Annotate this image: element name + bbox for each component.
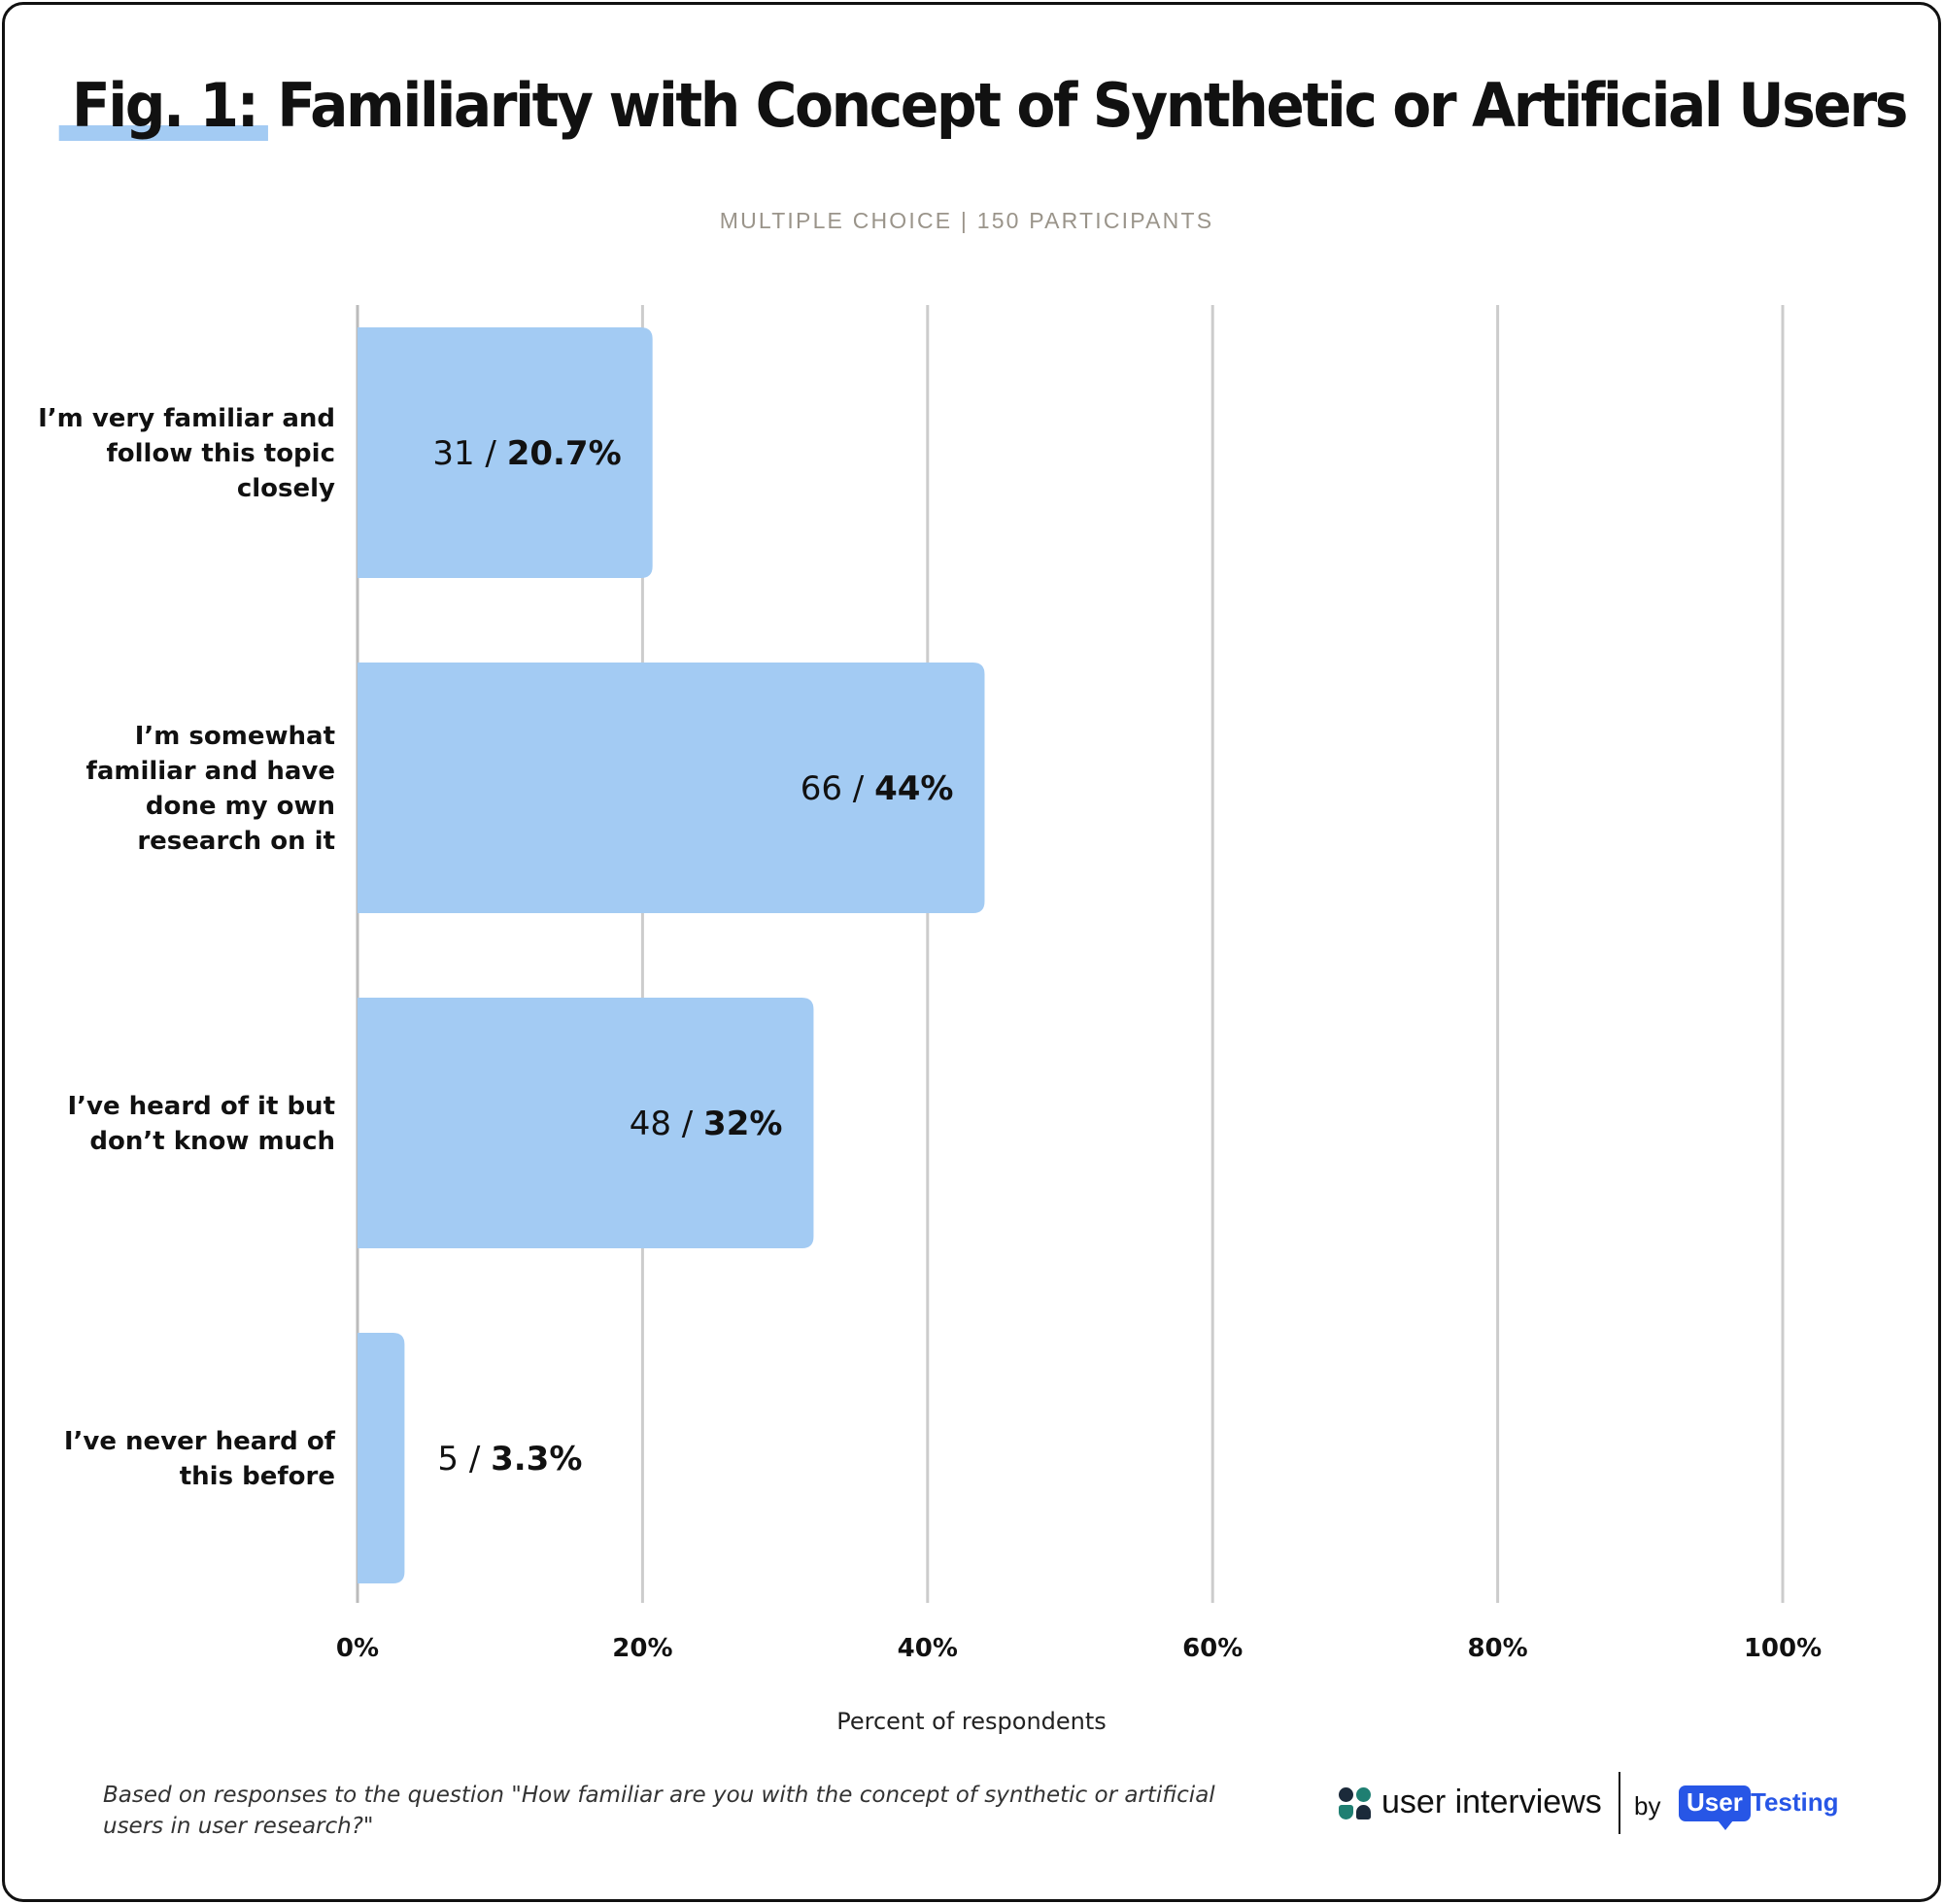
- category-label: I’ve never heard of this before: [64, 1427, 336, 1491]
- title-text: Familiarity with Concept of Synthetic or…: [277, 70, 1908, 141]
- category-label: I’m somewhat familiar and have done my own…: [86, 722, 335, 856]
- bar: [358, 327, 653, 578]
- bar: [358, 1333, 405, 1583]
- x-tick-label: 40%: [898, 1634, 958, 1663]
- bar: [358, 663, 985, 913]
- chart-subtitle: MULTIPLE CHOICE | 150 PARTICIPANTS: [719, 208, 1214, 233]
- figure-number: Fig. 1:: [58, 70, 268, 141]
- category-label: I’m very familiar and follow this topic cl…: [38, 404, 335, 503]
- brand-by-text: by: [1634, 1791, 1661, 1820]
- category-label: I’ve heard of it but don’t know much: [67, 1092, 335, 1156]
- bar-chart: 31 / 20.7% 66 / 44% 48 / 32% 5 / 3.3% I’m v…: [38, 305, 1822, 1663]
- bars: 31 / 20.7% 66 / 44% 48 / 32% 5 / 3.3%: [358, 327, 985, 1583]
- data-label: 48 / 32%: [630, 1105, 783, 1143]
- x-tick-label: 60%: [1182, 1634, 1243, 1663]
- x-tick-label: 20%: [612, 1634, 672, 1663]
- data-label: 31 / 20.7%: [432, 434, 621, 473]
- data-label: 66 / 44%: [801, 769, 954, 808]
- data-label: 5 / 3.3%: [437, 1440, 582, 1479]
- footnote: Based on responses to the question "How …: [103, 1783, 1215, 1839]
- user-interviews-logo-icon: [1339, 1787, 1372, 1820]
- user-interviews-logo-text: user interviews: [1381, 1784, 1602, 1820]
- chart-title: Fig. 1: Familiarity with Concept of Synth…: [0, 70, 1933, 141]
- x-tick-label: 0%: [336, 1634, 379, 1663]
- x-axis-title: Percent of respondents: [836, 1708, 1107, 1735]
- x-axis-ticks: 0% 20% 40% 60% 80% 100%: [336, 1634, 1822, 1663]
- x-tick-label: 80%: [1467, 1634, 1527, 1663]
- category-labels: I’m very familiar and follow this topic cl…: [38, 404, 336, 1491]
- usertesting-logo-badge: User: [1679, 1785, 1751, 1830]
- usertesting-logo-text: Testing: [1751, 1787, 1839, 1817]
- brand-logos: user interviews by User Testing: [1339, 1768, 1883, 1838]
- x-tick-label: 100%: [1744, 1634, 1822, 1663]
- bar: [358, 998, 814, 1248]
- brand-divider: [1619, 1772, 1620, 1834]
